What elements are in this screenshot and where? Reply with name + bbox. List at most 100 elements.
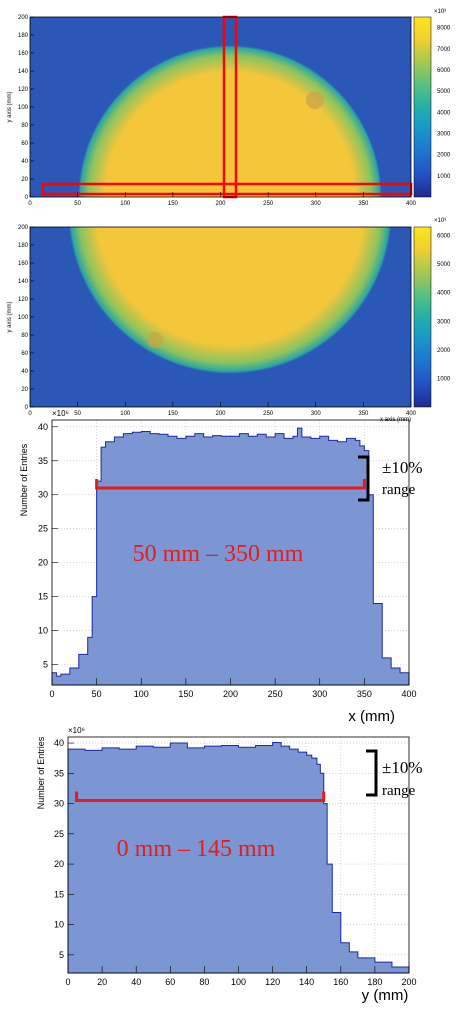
y-tick-label: 15 (54, 889, 64, 899)
colorbar-tick-label: 2000 (437, 153, 451, 159)
y-projection-x-ticks: 0 20 40 60 80 100 120 140 160 180 200 (65, 966, 417, 987)
y-tick-label: 10 (38, 626, 48, 636)
x-tolerance-bracket (358, 455, 370, 502)
x-tick-label: 250 (268, 689, 283, 699)
x-tick-label: 60 (165, 977, 175, 987)
x-projection-xlabel: x (mm) (348, 708, 395, 725)
heatmap-top: 0 20 40 60 80 100 120 140 160 180 200 0 50 100 150 200… (7, 9, 451, 207)
x-tick-label: 300 (311, 201, 322, 207)
y-projection-y-ticks: 5 10 15 20 25 30 35 40 (54, 738, 74, 960)
colorbar-tick-label: 5000 (437, 89, 451, 95)
y-tick-label: 100 (18, 315, 29, 321)
x-projection-y-ticks: 5 10 15 20 25 30 35 40 (38, 422, 58, 670)
x-tolerance-percent: ±10% (382, 458, 423, 477)
x-tick-label: 150 (168, 201, 179, 207)
y-tick-label: 160 (18, 261, 29, 267)
y-tick-label: 40 (54, 738, 64, 748)
y-tick-label: 35 (38, 456, 48, 466)
y-tick-label: 120 (18, 297, 29, 303)
colorbar-tick-label: 6000 (437, 234, 451, 240)
range-bracket-line (95, 478, 366, 490)
x-tick-label: 100 (120, 411, 131, 417)
x-tick-label: 350 (358, 411, 369, 417)
y-tick-label: 200 (18, 15, 29, 21)
colorbar-tick-label: 5000 (437, 262, 451, 268)
x-tick-label: 50 (74, 411, 81, 417)
x-tick-label: 120 (265, 977, 280, 987)
y-tick-label: 180 (18, 243, 29, 249)
colorbar-tick-label: 3000 (437, 319, 451, 325)
y-range-label: 0 mm – 145 mm (117, 836, 276, 862)
y-tick-label: 10 (54, 920, 64, 930)
y-tick-label: 20 (21, 177, 28, 183)
y-tick-label: 30 (54, 799, 64, 809)
x-tick-label: 140 (299, 977, 314, 987)
colorbar-tick-label: 3000 (437, 131, 451, 137)
x-projection-area (51, 427, 410, 686)
colorbar-tick-label: 4000 (437, 110, 451, 116)
x-tick-label: 400 (401, 689, 416, 699)
heatmap-bottom-colorbar (413, 226, 432, 408)
x-tick-label: 0 (65, 977, 70, 987)
x-range-bracket (95, 478, 366, 490)
x-tick-label: 400 (406, 201, 417, 207)
heatmap-top-disc (78, 45, 382, 197)
heatmap-bottom-spot (147, 332, 163, 348)
x-tick-label: 180 (367, 977, 382, 987)
y-tick-label: 60 (21, 141, 28, 147)
y-tick-label: 20 (38, 558, 48, 568)
x-tick-label: 200 (223, 689, 238, 699)
heatmap-top-spot (306, 91, 324, 109)
y-tick-label: 20 (21, 387, 28, 393)
heatmap-top-colorbar (413, 16, 432, 198)
y-tick-label: 35 (54, 768, 64, 778)
y-tick-label: 80 (21, 123, 28, 129)
y-tick-label: 25 (54, 829, 64, 839)
y-tick-label: 40 (21, 369, 28, 375)
y-tolerance-percent: ±10% (382, 758, 423, 777)
x-range-label: 50 mm – 350 mm (133, 541, 304, 567)
heatmap-top-y-ticks: 0 20 40 60 80 100 120 140 160 180 200 (18, 15, 34, 201)
y-tick-label: 120 (18, 87, 29, 93)
x-tick-label: 80 (199, 977, 209, 987)
heatmap-bottom-colorbar-ticks: 1000 2000 3000 4000 5000 6000 (437, 234, 451, 383)
x-tick-label: 100 (134, 689, 149, 699)
colorbar-tick-label: 1000 (437, 376, 451, 382)
y-tick-label: 200 (18, 225, 29, 231)
x-projection-histogram: 5 10 15 20 25 30 35 40 0 50 100 150 200 250 300 350 400… (19, 409, 423, 725)
x-projection-x-ticks: 0 50 100 150 200 250 300 350 400 (49, 678, 417, 699)
y-tolerance-range-word: range (382, 783, 416, 799)
y-tick-label: 0 (25, 405, 29, 411)
y-range-bracket (75, 791, 326, 803)
x-tick-label: 350 (358, 201, 369, 207)
x-tick-label: 200 (215, 201, 226, 207)
x-tick-label: 20 (97, 977, 107, 987)
x-tick-label: 300 (312, 689, 327, 699)
y-projection-histogram: 5 10 15 20 25 30 35 40 0 20 40 60 80 100 120 140 160 180… (36, 726, 423, 1004)
y-tick-label: 5 (59, 950, 64, 960)
y-tick-label: 100 (18, 105, 29, 111)
colorbar-tick-label: 6000 (437, 68, 451, 74)
y-projection-ylabel: Number of Entries (36, 736, 46, 809)
x-tick-label: 300 (311, 411, 322, 417)
x-tick-label: 250 (263, 411, 274, 417)
x-projection-exponent: ×10⁶ (52, 409, 69, 418)
heatmap-bottom-colorbar-exponent: ×10³ (434, 218, 446, 224)
heatmap-top-x-ticks: 0 50 100 150 200 250 300 350 400 (28, 192, 417, 207)
y-tick-label: 60 (21, 351, 28, 357)
y-tick-label: 30 (38, 490, 48, 500)
x-tick-label: 350 (357, 689, 372, 699)
y-tick-label: 20 (54, 859, 64, 869)
heatmap-bottom-ylabel: y axis (mm) (7, 302, 13, 333)
x-projection-ylabel: Number of Entries (19, 443, 29, 516)
x-tick-label: 100 (120, 201, 131, 207)
x-tick-label: 200 (215, 411, 226, 417)
y-tick-label: 0 (25, 195, 29, 201)
x-tick-label: 0 (28, 411, 32, 417)
heatmap-bottom: 0 20 40 60 80 100 120 140 160 180 200 0 50 100 150 200… (7, 218, 451, 423)
x-tick-label: 0 (49, 689, 54, 699)
heatmap-top-colorbar-ticks: 1000 2000 3000 4000 5000 6000 7000 8000 (437, 26, 451, 180)
y-projection-xlabel: y (mm) (362, 987, 409, 1004)
y-tolerance-bracket (366, 749, 378, 797)
